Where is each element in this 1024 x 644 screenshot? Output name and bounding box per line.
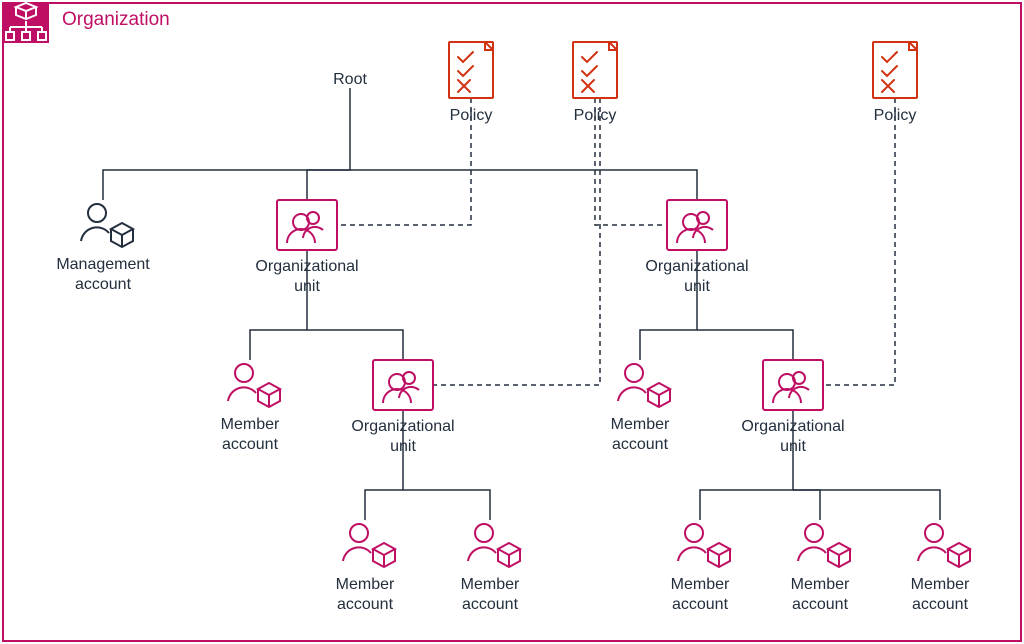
svg-text:Policy: Policy xyxy=(874,107,917,124)
node-mem1: Member account xyxy=(221,364,280,453)
svg-text:unit: unit xyxy=(780,438,806,455)
node-ou4: Organizational unit xyxy=(741,360,844,455)
node-mem2: Member account xyxy=(611,364,670,453)
tree-edges-solid xyxy=(103,88,940,520)
svg-text:Root: Root xyxy=(333,71,367,88)
node-policy3: Policy xyxy=(873,42,917,124)
svg-text:account: account xyxy=(75,276,132,293)
svg-text:Member: Member xyxy=(791,576,850,593)
node-mem3: Member account xyxy=(336,524,395,613)
svg-text:unit: unit xyxy=(390,438,416,455)
policy-edges-dashed xyxy=(337,98,895,385)
node-ou3: Organizational unit xyxy=(351,360,454,455)
svg-text:Member: Member xyxy=(336,576,395,593)
node-mem5: Member account xyxy=(671,524,730,613)
svg-text:Member: Member xyxy=(461,576,520,593)
node-mem6: Member account xyxy=(791,524,850,613)
svg-text:account: account xyxy=(792,596,849,613)
node-mem4: Member account xyxy=(461,524,520,613)
svg-text:unit: unit xyxy=(684,278,710,295)
svg-text:Organizational: Organizational xyxy=(351,418,454,435)
svg-text:Management: Management xyxy=(56,256,150,273)
header-title: Organization xyxy=(62,9,170,30)
svg-text:unit: unit xyxy=(294,278,320,295)
svg-text:account: account xyxy=(672,596,729,613)
svg-text:account: account xyxy=(462,596,519,613)
svg-text:Member: Member xyxy=(611,416,670,433)
svg-text:Member: Member xyxy=(221,416,280,433)
node-root: Root xyxy=(333,71,367,88)
svg-text:account: account xyxy=(222,436,279,453)
node-mgmt: Management account xyxy=(56,204,150,293)
svg-text:account: account xyxy=(912,596,969,613)
svg-text:account: account xyxy=(612,436,669,453)
node-mem7: Member account xyxy=(911,524,970,613)
node-policy2: Policy xyxy=(573,42,617,124)
node-ou2: Organizational unit xyxy=(645,200,748,295)
node-policy1: Policy xyxy=(449,42,493,124)
svg-text:Policy: Policy xyxy=(574,107,617,124)
svg-text:Policy: Policy xyxy=(450,107,493,124)
svg-text:Member: Member xyxy=(671,576,730,593)
svg-text:Organizational: Organizational xyxy=(255,258,358,275)
svg-text:Organizational: Organizational xyxy=(741,418,844,435)
svg-text:Member: Member xyxy=(911,576,970,593)
svg-text:Organizational: Organizational xyxy=(645,258,748,275)
svg-text:account: account xyxy=(337,596,394,613)
node-ou1: Organizational unit xyxy=(255,200,358,295)
nodes-layer: Root Policy Policy Policy Management account O… xyxy=(56,42,970,613)
